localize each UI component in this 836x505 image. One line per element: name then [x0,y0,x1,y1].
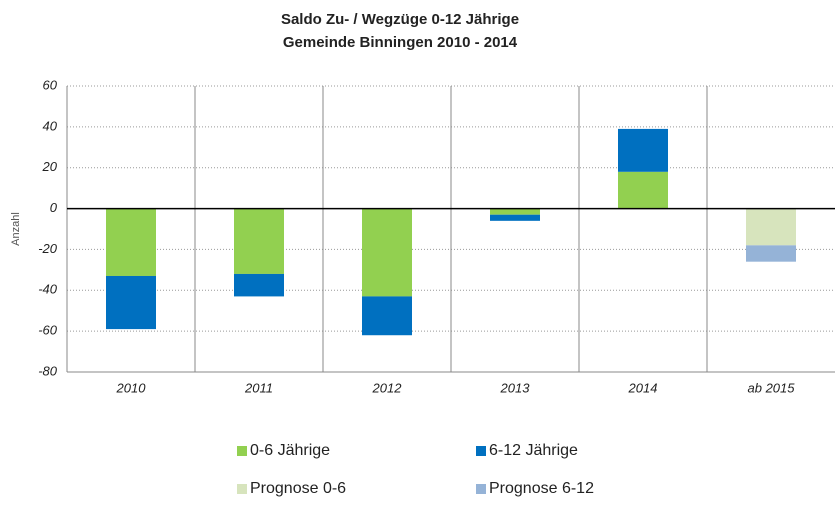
legend-swatch [237,484,247,494]
bar-segment [106,208,156,276]
legend-label: 6-12 Jährige [489,442,578,459]
y-tick-label: -20 [38,241,58,256]
legend-label: Prognose 0-6 [250,480,346,497]
y-tick-label: 0 [50,200,58,215]
bar-segment [234,273,284,297]
y-tick-label: -40 [38,282,58,297]
y-tick-label: 20 [42,159,58,174]
x-tick-label: 2010 [116,380,147,395]
legend-label: 0-6 Jährige [250,442,330,459]
bar-segment [618,128,668,172]
legend-swatch [476,484,486,494]
bar-segment [362,208,412,297]
bar-segment [746,208,796,246]
y-tick-label: -80 [38,363,58,378]
y-tick-label: -60 [38,323,58,338]
y-tick-label: 40 [43,118,58,133]
x-tick-label: 2014 [628,380,658,395]
bar-segment [106,275,156,330]
bar-segment [362,296,412,336]
bar-segment [746,245,796,262]
chart-title: Saldo Zu- / Wegzüge 0-12 Jährige [281,11,519,28]
x-tick-label: ab 2015 [748,380,796,395]
bar-segment [234,208,284,274]
y-axis-label: Anzahl [10,212,22,246]
chart-title: Gemeinde Binningen 2010 - 2014 [283,34,518,51]
legend-swatch [237,446,247,456]
x-tick-label: 2012 [372,380,403,395]
legend-swatch [476,446,486,456]
bar-segment [618,171,668,209]
bar-segment [490,214,540,221]
bar-segment [490,208,540,215]
x-tick-label: 2011 [244,380,273,395]
legend-label: Prognose 6-12 [489,480,594,497]
x-tick-label: 2013 [500,380,531,395]
y-tick-label: 60 [43,77,58,92]
